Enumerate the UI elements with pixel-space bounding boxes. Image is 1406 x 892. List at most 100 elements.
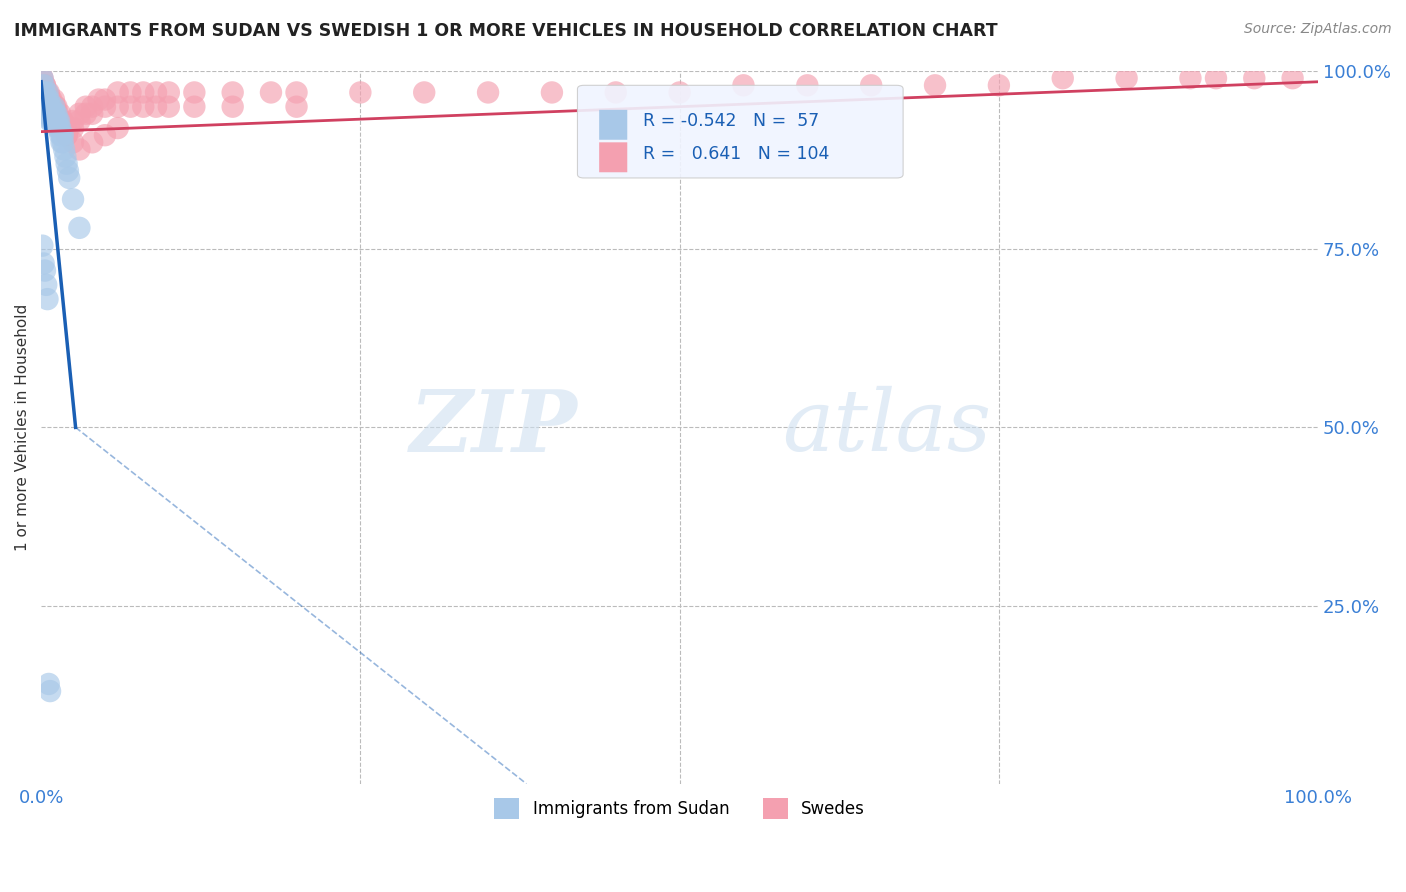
- Point: [34, 93, 56, 107]
- Point: [605, 86, 627, 100]
- Text: R = -0.542   N =  57: R = -0.542 N = 57: [643, 112, 818, 130]
- Point: [46, 121, 69, 136]
- Point: [477, 86, 499, 100]
- Point: [32, 86, 55, 100]
- Point: [987, 78, 1010, 93]
- Point: [285, 86, 308, 100]
- Point: [668, 86, 690, 100]
- Point: [53, 121, 76, 136]
- Point: [37, 292, 59, 306]
- Point: [41, 114, 63, 128]
- Text: ZIP: ZIP: [409, 385, 578, 469]
- FancyBboxPatch shape: [599, 143, 627, 172]
- Point: [67, 114, 90, 128]
- Point: [67, 143, 90, 157]
- Point: [107, 100, 129, 114]
- Point: [32, 93, 55, 107]
- Point: [58, 121, 80, 136]
- Point: [34, 78, 56, 93]
- Point: [82, 100, 104, 114]
- Point: [35, 107, 58, 121]
- Point: [58, 171, 80, 186]
- Point: [107, 86, 129, 100]
- Point: [37, 100, 59, 114]
- Point: [1205, 71, 1227, 86]
- Point: [221, 100, 243, 114]
- Point: [52, 114, 75, 128]
- Point: [62, 192, 84, 206]
- Point: [75, 107, 97, 121]
- Point: [41, 100, 63, 114]
- Point: [32, 256, 55, 270]
- Point: [48, 114, 70, 128]
- Point: [37, 93, 59, 107]
- Point: [51, 136, 73, 150]
- Point: [38, 100, 60, 114]
- Point: [32, 78, 55, 93]
- Point: [39, 93, 62, 107]
- Point: [44, 114, 66, 128]
- Point: [39, 100, 62, 114]
- Point: [55, 128, 77, 143]
- Point: [49, 114, 72, 128]
- Point: [53, 121, 76, 136]
- Point: [62, 121, 84, 136]
- Point: [349, 86, 371, 100]
- Point: [541, 86, 564, 100]
- Point: [285, 100, 308, 114]
- Point: [37, 93, 59, 107]
- Point: [145, 86, 167, 100]
- Point: [120, 86, 142, 100]
- Point: [34, 86, 56, 100]
- Point: [45, 114, 67, 128]
- Point: [32, 78, 55, 93]
- Point: [34, 263, 56, 277]
- Point: [39, 100, 62, 114]
- Point: [413, 86, 436, 100]
- Point: [35, 100, 58, 114]
- Point: [35, 93, 58, 107]
- Point: [45, 114, 67, 128]
- Point: [49, 114, 72, 128]
- Point: [733, 78, 755, 93]
- Point: [35, 86, 58, 100]
- Point: [94, 128, 117, 143]
- Point: [31, 86, 53, 100]
- Point: [34, 78, 56, 93]
- Point: [94, 93, 117, 107]
- Point: [82, 136, 104, 150]
- Point: [38, 93, 60, 107]
- Point: [94, 100, 117, 114]
- Text: R =   0.641   N = 104: R = 0.641 N = 104: [643, 145, 830, 163]
- Point: [260, 86, 283, 100]
- Point: [107, 121, 129, 136]
- Point: [31, 71, 53, 86]
- Legend: Immigrants from Sudan, Swedes: Immigrants from Sudan, Swedes: [488, 791, 872, 825]
- Point: [34, 100, 56, 114]
- FancyBboxPatch shape: [599, 110, 627, 140]
- Point: [62, 136, 84, 150]
- Point: [42, 114, 65, 128]
- Text: IMMIGRANTS FROM SUDAN VS SWEDISH 1 OR MORE VEHICLES IN HOUSEHOLD CORRELATION CHA: IMMIGRANTS FROM SUDAN VS SWEDISH 1 OR MO…: [14, 22, 998, 40]
- Point: [46, 107, 69, 121]
- Point: [42, 100, 65, 114]
- Point: [53, 150, 76, 164]
- Point: [41, 107, 63, 121]
- Point: [31, 71, 53, 86]
- Point: [49, 128, 72, 143]
- Point: [45, 100, 67, 114]
- Text: atlas: atlas: [782, 386, 991, 468]
- Point: [38, 100, 60, 114]
- Point: [52, 136, 75, 150]
- Point: [860, 78, 883, 93]
- Point: [924, 78, 946, 93]
- Point: [42, 107, 65, 121]
- Point: [41, 107, 63, 121]
- Text: Source: ZipAtlas.com: Source: ZipAtlas.com: [1244, 22, 1392, 37]
- Point: [132, 100, 155, 114]
- Point: [35, 277, 58, 292]
- Y-axis label: 1 or more Vehicles in Household: 1 or more Vehicles in Household: [15, 304, 30, 551]
- Point: [41, 114, 63, 128]
- Point: [67, 220, 90, 235]
- Point: [35, 86, 58, 100]
